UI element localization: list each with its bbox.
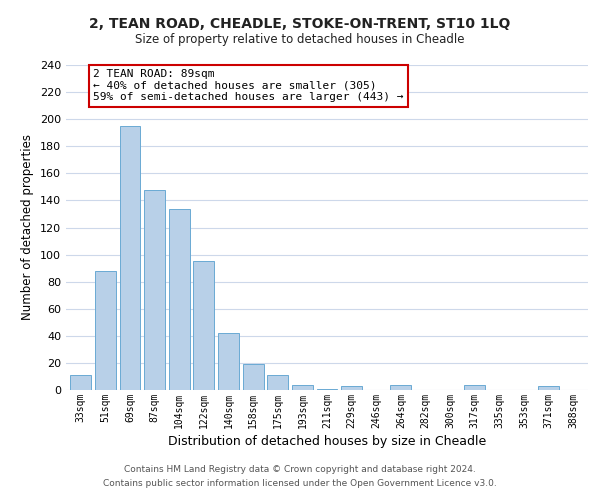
Text: Size of property relative to detached houses in Cheadle: Size of property relative to detached ho… xyxy=(135,32,465,46)
Bar xyxy=(292,384,313,390)
Bar xyxy=(538,386,559,390)
Bar xyxy=(144,190,165,390)
Y-axis label: Number of detached properties: Number of detached properties xyxy=(22,134,34,320)
Text: 2, TEAN ROAD, CHEADLE, STOKE-ON-TRENT, ST10 1LQ: 2, TEAN ROAD, CHEADLE, STOKE-ON-TRENT, S… xyxy=(89,18,511,32)
Bar xyxy=(464,384,485,390)
Text: 2 TEAN ROAD: 89sqm
← 40% of detached houses are smaller (305)
59% of semi-detach: 2 TEAN ROAD: 89sqm ← 40% of detached hou… xyxy=(93,69,404,102)
Bar xyxy=(218,333,239,390)
Bar xyxy=(341,386,362,390)
Bar xyxy=(242,364,263,390)
Bar xyxy=(193,262,214,390)
Bar xyxy=(169,208,190,390)
Bar xyxy=(95,271,116,390)
X-axis label: Distribution of detached houses by size in Cheadle: Distribution of detached houses by size … xyxy=(168,435,486,448)
Bar xyxy=(391,384,412,390)
Text: Contains HM Land Registry data © Crown copyright and database right 2024.
Contai: Contains HM Land Registry data © Crown c… xyxy=(103,466,497,487)
Bar xyxy=(317,388,337,390)
Bar xyxy=(70,375,91,390)
Bar xyxy=(267,375,288,390)
Bar xyxy=(119,126,140,390)
